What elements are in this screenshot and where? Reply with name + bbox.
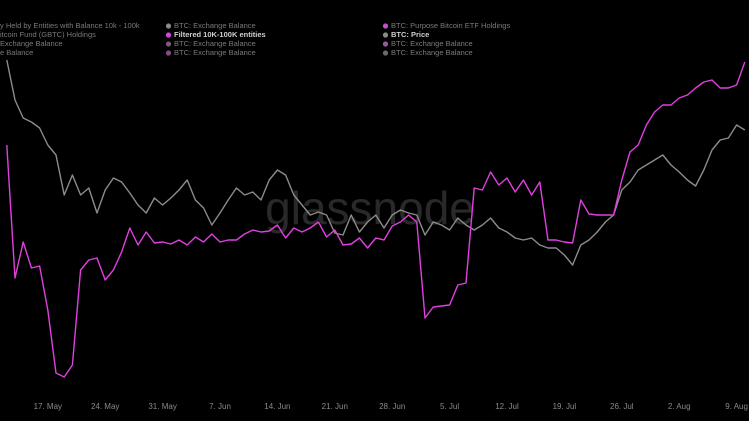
- x-tick-label: 19. Jul: [553, 402, 577, 411]
- legend-marker: [165, 50, 172, 56]
- legend-marker: [382, 41, 389, 47]
- legend-label: BTC: Purpose Bitcoin ETF Holdings: [391, 21, 510, 30]
- legend-label: BTC: Exchange Balance: [174, 48, 256, 57]
- legend-label: BTC: Price: [391, 30, 429, 39]
- legend-label: BTC: Exchange Balance: [174, 21, 256, 30]
- series-line: [6, 59, 746, 266]
- legend-marker: [382, 23, 389, 29]
- legend-marker: [165, 23, 172, 29]
- legend-marker: [165, 41, 172, 47]
- legend-marker: [382, 32, 389, 38]
- legend-label: Filtered 10K-100K entities: [174, 30, 266, 39]
- x-tick-label: 24. May: [91, 402, 119, 411]
- x-tick-label: 2. Aug: [668, 402, 691, 411]
- x-tick-label: 12. Jul: [495, 402, 519, 411]
- x-tick-label: 28. Jun: [379, 402, 405, 411]
- x-tick-label: 9. Aug: [725, 402, 748, 411]
- legend-label: itcoin Fund (GBTC) Holdings: [0, 30, 96, 39]
- x-tick-label: 31. May: [148, 402, 176, 411]
- x-axis: 17. May 24. May 31. May 7. Jun 14. Jun 21. Ju…: [34, 402, 748, 411]
- series-line: [6, 61, 746, 378]
- x-tick-label: 14. Jun: [264, 402, 290, 411]
- x-tick-label: 21. Jun: [322, 402, 348, 411]
- legend-marker: [165, 32, 172, 38]
- x-tick-label: 5. Jul: [440, 402, 459, 411]
- legend-label: y Held by Entities with Balance 10k - 10…: [0, 21, 140, 30]
- x-tick-label: 26. Jul: [610, 402, 634, 411]
- x-tick-label: 7. Jun: [209, 402, 231, 411]
- plot-area: [6, 59, 746, 378]
- legend-label: BTC: Exchange Balance: [174, 39, 256, 48]
- legend-marker: [382, 50, 389, 56]
- legend-label: e Balance: [0, 48, 33, 57]
- x-tick-label: 17. May: [34, 402, 62, 411]
- legend-label: Exchange Balance: [0, 39, 63, 48]
- watermark: glassnode: [265, 182, 475, 234]
- legend: y Held by Entities with Balance 10k - 10…: [0, 21, 510, 57]
- legend-label: BTC: Exchange Balance: [391, 39, 473, 48]
- legend-label: BTC: Exchange Balance: [391, 48, 473, 57]
